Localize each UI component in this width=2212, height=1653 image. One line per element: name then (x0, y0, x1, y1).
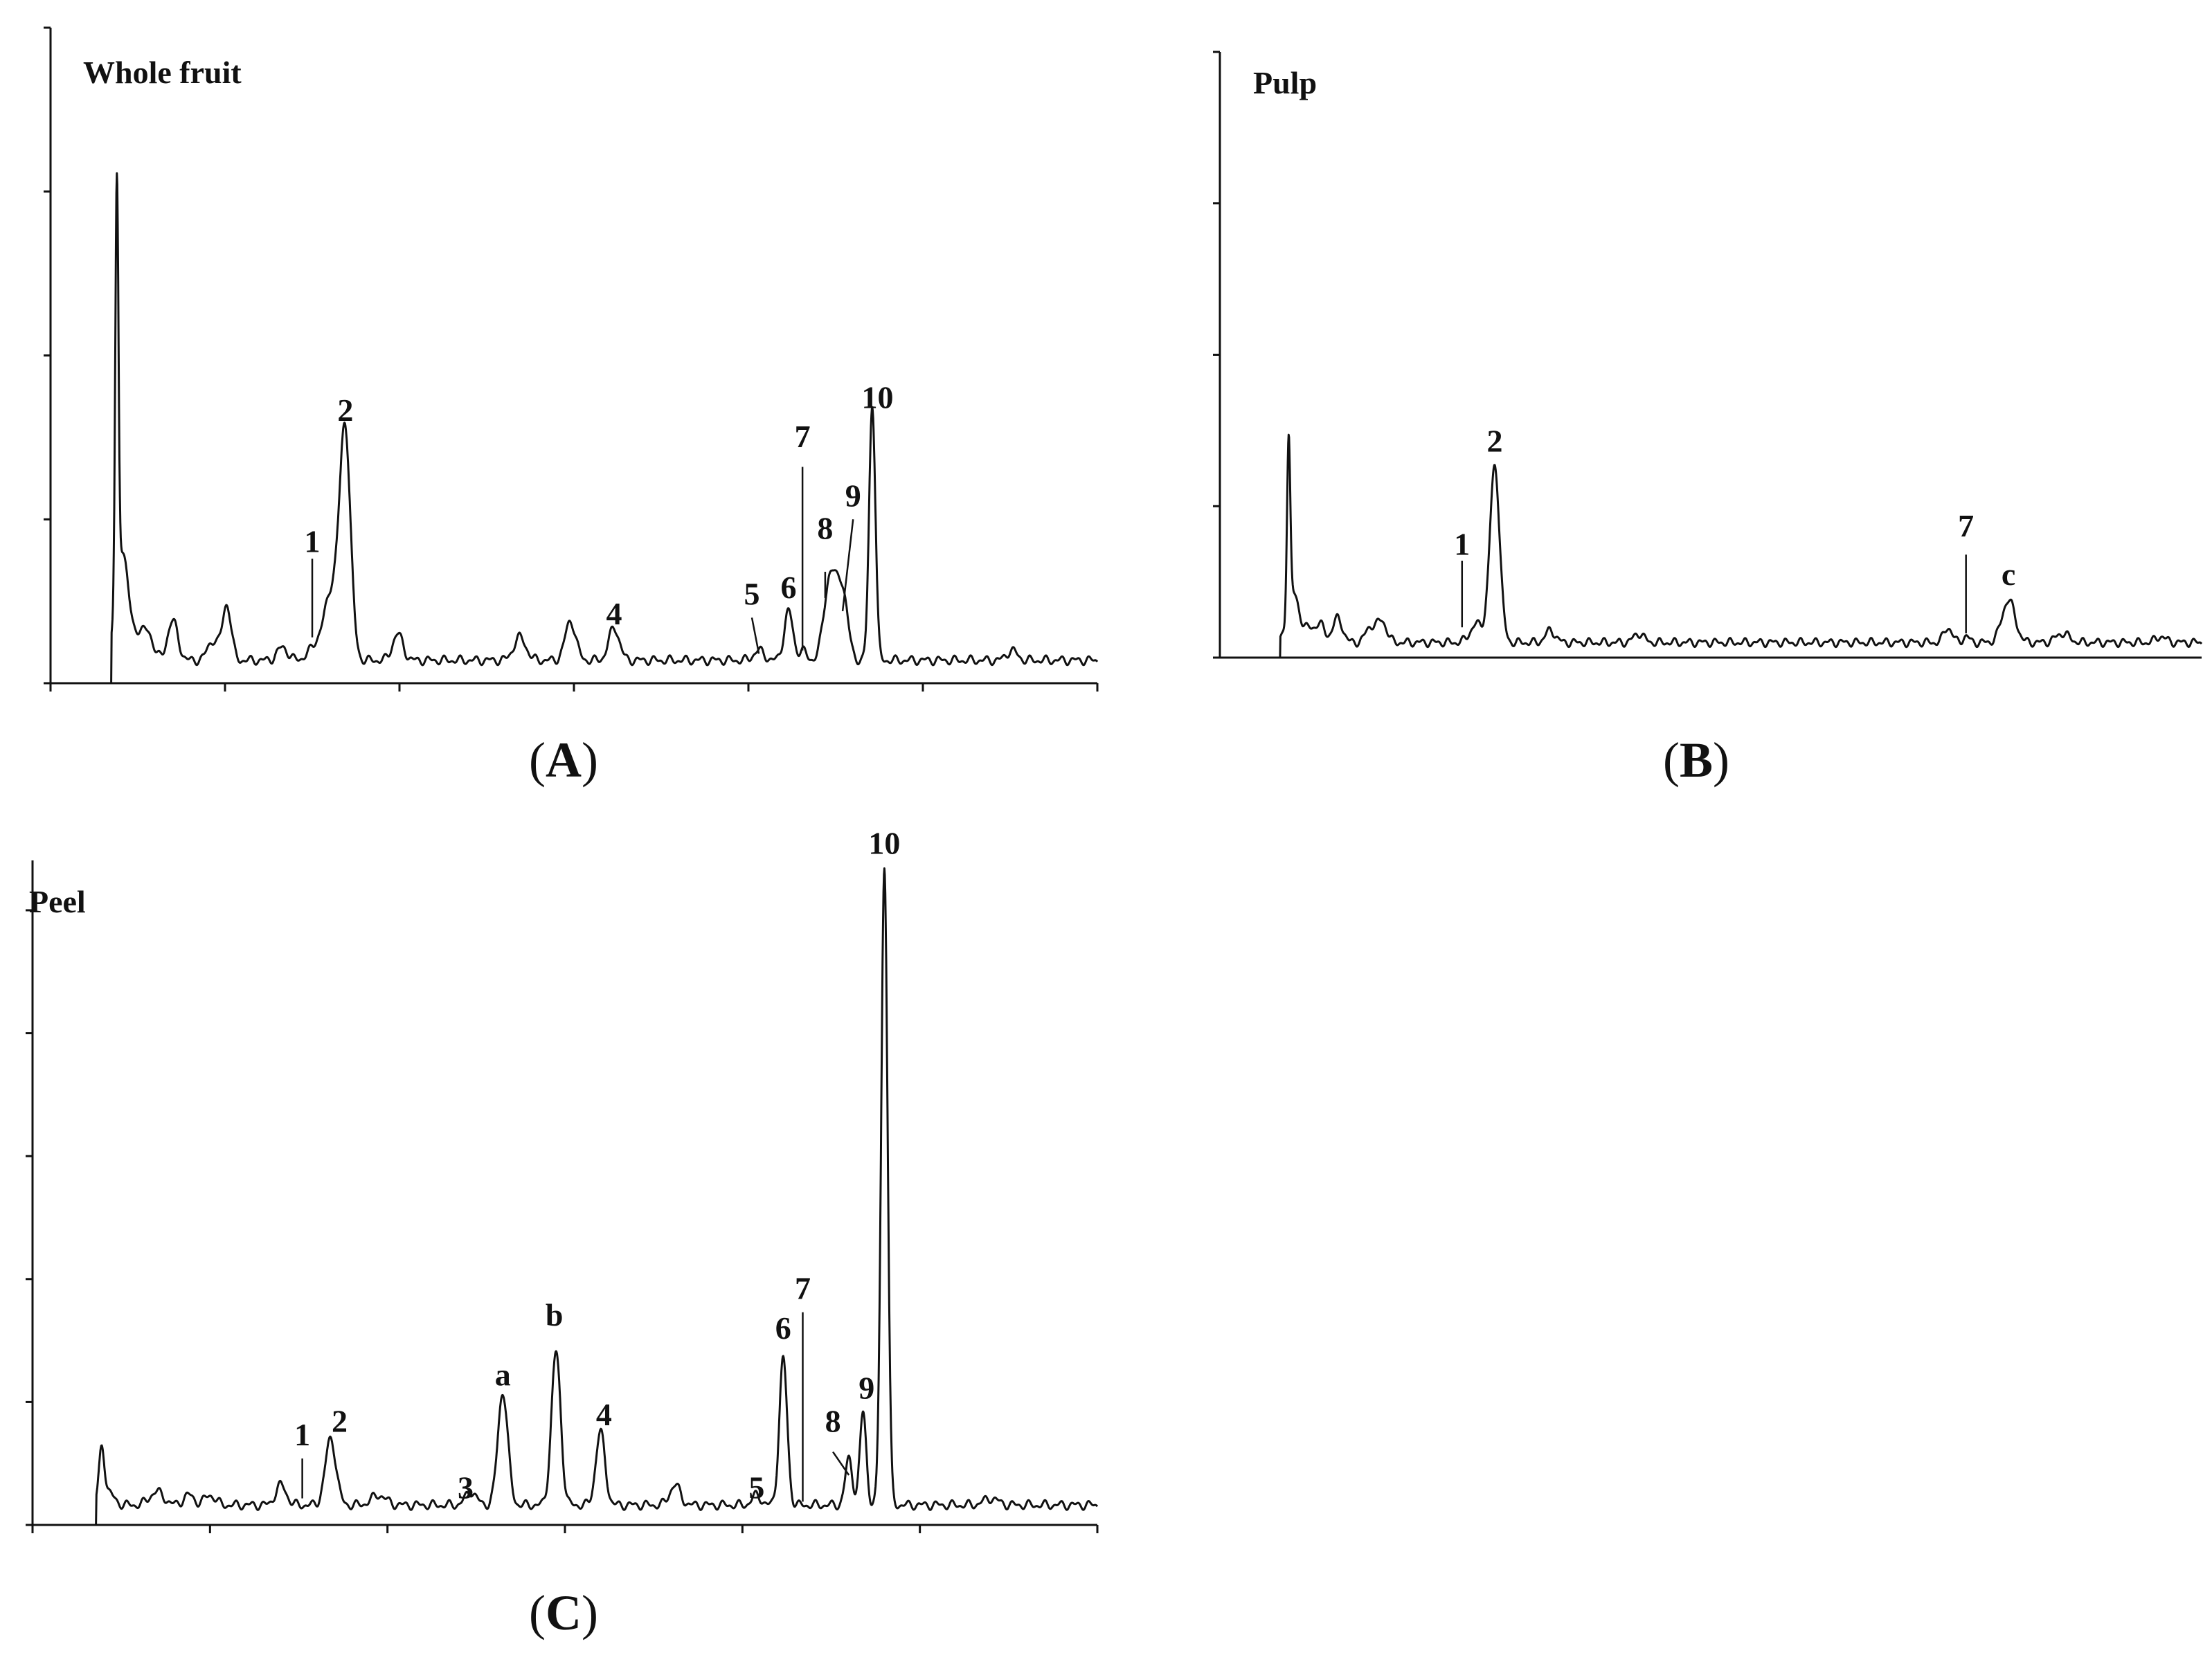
panel-caption: (A) (529, 732, 598, 788)
peak-label: 4 (606, 596, 622, 631)
peak-label: 8 (825, 1404, 841, 1439)
panel-caption: (B) (1663, 732, 1729, 788)
panel-whole-fruit: 1 2 4 5 6 7 89 10 Whole fruit (A) (44, 26, 1099, 788)
peak-label: 5 (744, 576, 760, 611)
chromatogram-trace (1219, 433, 2203, 659)
chromatogram-trace (50, 172, 1099, 685)
peak-leader-line (841, 519, 854, 611)
peak-label: 2 (332, 1404, 348, 1439)
panel-title: Peel (29, 884, 86, 919)
peak-label: b (546, 1297, 564, 1333)
panel-title: Pulp (1253, 65, 1317, 100)
chromatogram-trace (32, 867, 1099, 1526)
peak-label: 4 (596, 1397, 612, 1432)
panel-caption: (C) (529, 1585, 598, 1641)
peak-label: 10 (861, 379, 893, 415)
peak-label: 5 (748, 1470, 764, 1506)
peak-leader-line (832, 1451, 850, 1476)
peak-label: 10 (868, 825, 900, 860)
peak-label: 8 (817, 511, 833, 546)
peak-leader-line (750, 617, 760, 654)
peak-label: 9 (845, 478, 861, 513)
panel-pulp: 1 2 7c Pulp (B) (1213, 51, 2203, 788)
peak-label: 6 (775, 1310, 791, 1346)
peak-label: 6 (780, 570, 796, 605)
peak-label: 2 (337, 392, 353, 428)
peak-label: 2 (1487, 424, 1503, 459)
peak-label: 9 (858, 1371, 874, 1406)
peak-label: 7 (795, 419, 811, 454)
peak-label: 1 (294, 1417, 310, 1452)
peak-label: a (495, 1357, 511, 1392)
peak-label: 7 (1958, 508, 1974, 543)
peak-label: c (2002, 557, 2015, 592)
peak-label: 1 (1454, 526, 1470, 561)
panel-title: Whole fruit (83, 55, 242, 90)
peak-label: 7 (795, 1271, 811, 1306)
peak-label: 3 (458, 1470, 474, 1506)
peak-label: 1 (305, 524, 321, 559)
